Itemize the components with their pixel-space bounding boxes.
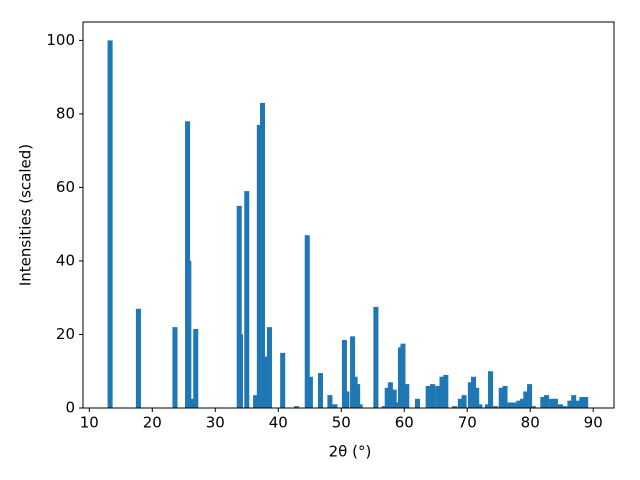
- y-tick-label: 60: [56, 178, 75, 196]
- bar: [404, 384, 410, 408]
- bar: [244, 191, 250, 408]
- bar: [344, 391, 350, 408]
- bar: [452, 406, 458, 408]
- bar: [530, 406, 536, 408]
- bar: [394, 402, 400, 408]
- bar: [387, 382, 393, 408]
- bar: [317, 373, 323, 408]
- bar: [484, 404, 490, 408]
- bar: [236, 205, 242, 408]
- bar: [471, 376, 477, 408]
- bar: [498, 387, 504, 408]
- bar: [574, 400, 580, 408]
- x-tick-label: 10: [80, 414, 99, 432]
- bar: [357, 404, 363, 408]
- x-tick-label: 90: [584, 414, 603, 432]
- bar: [253, 395, 259, 408]
- bar: [373, 306, 379, 408]
- bar: [474, 387, 480, 408]
- bar: [237, 334, 243, 408]
- x-tick-label: 80: [521, 414, 540, 432]
- bar: [502, 385, 508, 408]
- bar: [400, 343, 406, 408]
- bar: [567, 400, 573, 408]
- bar: [477, 404, 483, 408]
- bar: [549, 398, 555, 408]
- bar: [461, 395, 467, 408]
- y-tick-label: 0: [65, 399, 75, 417]
- bar: [186, 260, 192, 408]
- bar: [263, 356, 269, 408]
- bar: [523, 391, 529, 408]
- y-tick-label: 100: [46, 31, 75, 49]
- x-tick-label: 20: [143, 414, 162, 432]
- bar: [571, 395, 577, 408]
- bar: [172, 327, 178, 408]
- bar: [557, 404, 563, 408]
- bar: [107, 40, 113, 408]
- bar: [511, 402, 517, 408]
- bar: [488, 371, 494, 408]
- bar: [562, 406, 568, 408]
- x-axis-label: 2θ (°): [329, 443, 372, 461]
- x-tick-label: 50: [332, 414, 351, 432]
- bar: [307, 376, 313, 408]
- bar: [256, 124, 262, 408]
- bar: [520, 398, 526, 408]
- bar: [190, 398, 196, 408]
- bar: [381, 406, 387, 408]
- y-tick-label: 20: [56, 325, 75, 343]
- bar: [430, 384, 436, 408]
- x-tick-label: 60: [395, 414, 414, 432]
- bar: [355, 384, 361, 408]
- bar: [280, 352, 286, 408]
- bar: [552, 398, 558, 408]
- x-tick-label: 40: [269, 414, 288, 432]
- x-tick-label: 30: [206, 414, 225, 432]
- y-tick-label: 40: [56, 251, 75, 269]
- plot-frame: [82, 21, 615, 409]
- bar: [327, 395, 333, 408]
- bar: [414, 398, 420, 408]
- bar: [516, 400, 522, 408]
- bar: [579, 396, 585, 408]
- bar: [439, 376, 445, 408]
- bar: [493, 406, 499, 408]
- bar: [294, 406, 300, 408]
- y-axis-label: Intensities (scaled): [17, 144, 35, 286]
- bar: [260, 102, 266, 408]
- bar: [384, 387, 390, 408]
- y-tick-label: 80: [56, 104, 75, 122]
- bar: [304, 235, 310, 408]
- bar: [540, 396, 546, 408]
- bar: [457, 398, 463, 408]
- bar: [583, 396, 589, 408]
- bar: [332, 404, 338, 408]
- bar: [193, 328, 199, 408]
- bar: [467, 382, 473, 408]
- bar: [425, 385, 431, 408]
- bar: [266, 327, 272, 408]
- bar: [350, 336, 356, 408]
- x-tick-label: 70: [458, 414, 477, 432]
- bar: [135, 308, 141, 408]
- bar: [544, 395, 550, 408]
- bar: [443, 374, 449, 408]
- bar: [435, 385, 441, 408]
- bar: [341, 339, 347, 408]
- bar: [527, 384, 533, 408]
- bar: [507, 402, 513, 408]
- bar: [391, 389, 397, 408]
